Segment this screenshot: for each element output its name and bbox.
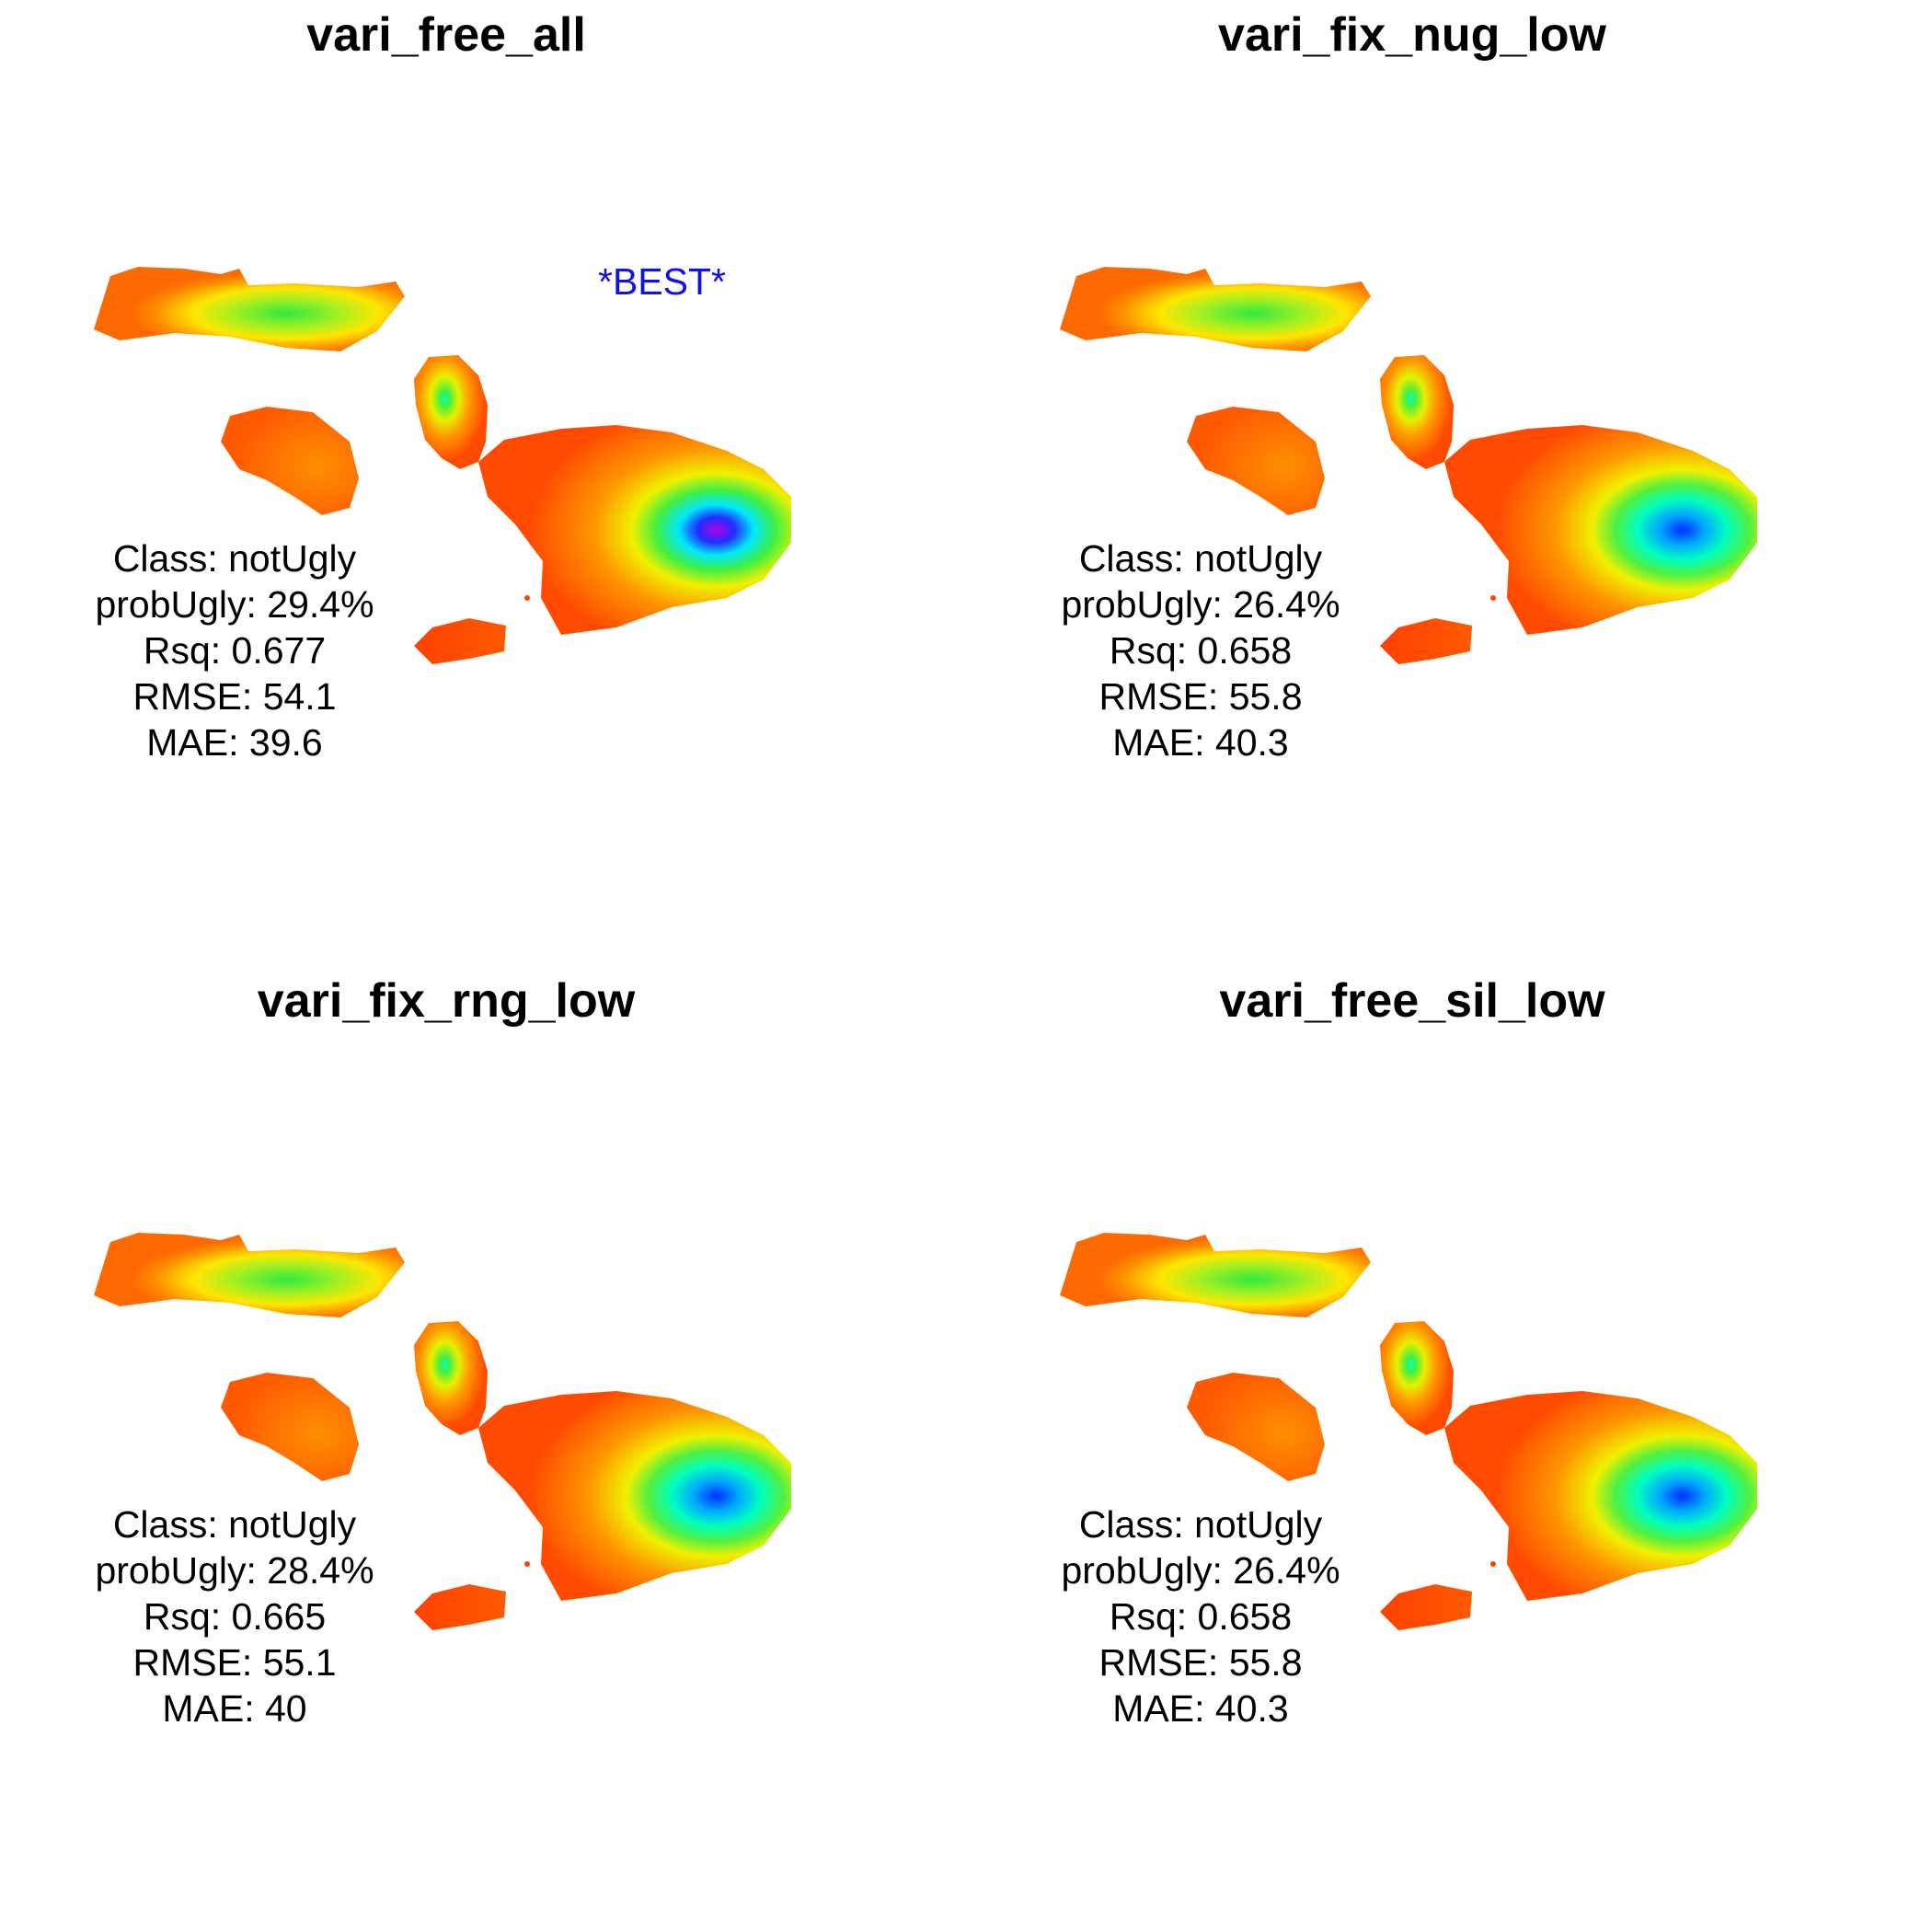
stats-block: Class: notUgly probUgly: 29.4% Rsq: 0.67…	[18, 535, 451, 765]
island-map	[1060, 267, 1757, 664]
east-maui	[478, 425, 791, 635]
kahoolawe-island	[414, 1584, 506, 1630]
rmse-value: RMSE: 55.1	[132, 1641, 337, 1684]
lanai-island	[1187, 1373, 1325, 1481]
prob-ugly: probUgly: 29.4%	[95, 583, 374, 626]
rmse-value: RMSE: 55.8	[1098, 1641, 1303, 1684]
molokai-island	[94, 1233, 405, 1317]
panel-vari-fix-nug-low: vari_fix_nug_low Class: notUgly probUgly…	[966, 0, 1932, 966]
island-map	[94, 1233, 791, 1630]
molokai-island	[1060, 1233, 1371, 1317]
east-maui	[1444, 1391, 1757, 1601]
panel-vari-free-sil-low: vari_free_sil_low Class: notUgly probUgl…	[966, 966, 1932, 1932]
rsq-value: Rsq: 0.658	[1109, 629, 1293, 672]
west-maui	[1380, 1321, 1454, 1435]
class-label: Class: notUgly	[1078, 537, 1323, 580]
stats-block: Class: notUgly probUgly: 26.4% Rsq: 0.65…	[984, 535, 1417, 765]
mae-value: MAE: 40.3	[1112, 1687, 1289, 1730]
kahoolawe-island	[1380, 1584, 1472, 1630]
panel-title: vari_free_sil_low	[1219, 974, 1605, 1028]
prob-ugly: probUgly: 26.4%	[1061, 583, 1340, 626]
east-maui	[478, 1391, 791, 1601]
west-maui	[1380, 355, 1454, 469]
east-maui	[1444, 425, 1757, 635]
prob-ugly: probUgly: 26.4%	[1061, 1549, 1340, 1592]
island-map	[1060, 1233, 1757, 1630]
stats-block: Class: notUgly probUgly: 28.4% Rsq: 0.66…	[18, 1501, 451, 1731]
panel-vari-fix-rng-low: vari_fix_rng_low Class: notUgly probUgly…	[0, 966, 966, 1932]
prob-ugly: probUgly: 28.4%	[95, 1549, 374, 1592]
west-maui	[414, 355, 488, 469]
rsq-value: Rsq: 0.658	[1109, 1595, 1293, 1638]
rsq-value: Rsq: 0.665	[143, 1595, 327, 1638]
best-label: *BEST*	[598, 260, 726, 303]
rsq-value: Rsq: 0.677	[143, 629, 327, 672]
west-maui	[414, 1321, 488, 1435]
mae-value: MAE: 39.6	[146, 721, 323, 764]
kahoolawe-island	[1380, 618, 1472, 664]
rmse-value: RMSE: 55.8	[1098, 675, 1303, 718]
mae-value: MAE: 40.3	[1112, 721, 1289, 764]
panel-title: vari_free_all	[306, 8, 586, 62]
lanai-island	[221, 1373, 359, 1481]
stats-block: Class: notUgly probUgly: 26.4% Rsq: 0.65…	[984, 1501, 1417, 1731]
mae-value: MAE: 40	[162, 1687, 307, 1730]
class-label: Class: notUgly	[112, 1503, 357, 1546]
lanai-island	[221, 407, 359, 515]
molokai-island	[94, 267, 405, 351]
rmse-value: RMSE: 54.1	[132, 675, 337, 718]
island-map	[94, 267, 791, 664]
panel-title: vari_fix_nug_low	[1218, 8, 1606, 62]
kahoolawe-island	[414, 618, 506, 664]
molokai-island	[1060, 267, 1371, 351]
class-label: Class: notUgly	[1078, 1503, 1323, 1546]
class-label: Class: notUgly	[112, 537, 357, 580]
panel-title: vari_fix_rng_low	[257, 974, 636, 1028]
panel-vari-free-all: vari_free_all *BEST* Class: notUgly prob…	[0, 0, 966, 966]
lanai-island	[1187, 407, 1325, 515]
